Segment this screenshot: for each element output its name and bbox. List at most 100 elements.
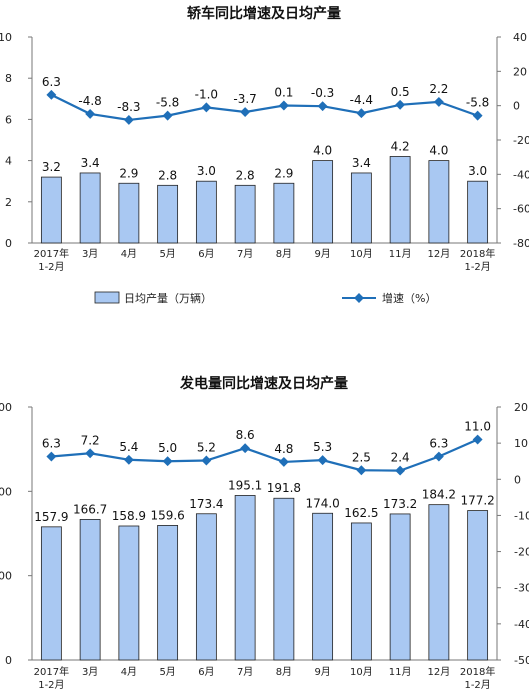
line-value-label: -5.8 — [156, 96, 179, 110]
line-value-label: 2.2 — [429, 82, 448, 96]
x-tick-label-line: 2018年 — [460, 247, 495, 260]
bar-value-label: 166.7 — [73, 502, 107, 516]
line-marker — [123, 454, 134, 465]
left-tick-label: 0 — [5, 654, 12, 667]
legend-line-marker — [354, 293, 364, 303]
line-value-label: 0.1 — [274, 85, 293, 99]
left-tick-label: 300 — [0, 401, 12, 414]
x-tick-label-line: 4月 — [121, 248, 137, 260]
bar-value-label: 3.0 — [468, 164, 487, 178]
x-tick-label: 2017年 1-2月 — [34, 665, 69, 691]
x-tick-label: 11月 — [389, 666, 412, 678]
bar-value-label: 158.9 — [112, 509, 146, 523]
car-production-chart: 轿车同比增速及日均产量 0 2 4 6 8 10 -80 -60 -40 -20 0 20 40 2017年… — [0, 5, 529, 305]
right-tick-label: -10 — [514, 509, 529, 522]
line-value-label: 6.3 — [42, 437, 61, 451]
x-tick-label-line: 9月 — [314, 248, 330, 260]
right-tick-label: -40 — [513, 168, 529, 181]
legend-bar-label: 日均产量（万辆） — [124, 291, 212, 305]
line-marker — [278, 100, 289, 111]
line-marker — [433, 96, 444, 107]
line-marker — [201, 102, 212, 113]
bar — [273, 182, 295, 244]
x-tick-label: 9月 — [314, 248, 330, 260]
x-tick-label: 4月 — [121, 248, 137, 260]
bar — [118, 182, 140, 244]
chart-title: 发电量同比增速及日均产量 — [179, 375, 348, 392]
bar-value-label: 2.9 — [274, 166, 293, 180]
x-tick-label: 5月 — [159, 248, 175, 260]
bar — [389, 513, 411, 661]
bar-value-label: 159.6 — [150, 508, 184, 522]
line-marker — [317, 455, 328, 466]
x-tick-label-line: 12月 — [428, 666, 451, 678]
chart-title: 轿车同比增速及日均产量 — [187, 5, 341, 22]
bar-value-label: 3.0 — [197, 164, 216, 178]
x-tick-label-line: 1-2月 — [38, 679, 64, 691]
line-value-label: 5.2 — [197, 440, 216, 454]
left-tick-label: 0 — [5, 237, 12, 250]
line-value-label: 6.3 — [429, 437, 448, 451]
line-value-label: 8.6 — [236, 428, 255, 442]
line-value-label: 7.2 — [81, 433, 100, 447]
legend-line-label: 增速（%） — [382, 291, 436, 305]
x-tick-label-line: 5月 — [159, 248, 175, 260]
x-tick-label: 5月 — [159, 666, 175, 678]
growth-line — [50, 93, 478, 122]
right-tick-label: -20 — [513, 134, 529, 147]
right-tick-label: 0 — [513, 100, 520, 113]
right-tick-label: 20 — [513, 65, 527, 78]
bar-value-label: 3.2 — [42, 160, 61, 174]
line-marker — [240, 107, 251, 117]
x-tick-label-line: 1-2月 — [464, 679, 490, 691]
x-tick-label: 4月 — [121, 666, 137, 678]
line-marker — [433, 451, 444, 462]
line-marker — [395, 465, 406, 476]
x-tick-label-line: 10月 — [350, 666, 373, 678]
bar-value-label: 2.8 — [158, 168, 177, 182]
x-tick-label: 8月 — [276, 248, 292, 260]
bar — [273, 497, 295, 661]
x-tick-label: 2018年 1-2月 — [460, 247, 495, 273]
line-marker — [46, 89, 57, 100]
x-tick-label-line: 8月 — [276, 248, 292, 260]
right-tick-label: 40 — [513, 31, 527, 44]
line-value-label: -4.4 — [350, 93, 373, 107]
left-tick-label: 4 — [5, 155, 12, 168]
bar — [157, 525, 179, 661]
right-tick-label: -40 — [514, 618, 529, 631]
x-tick-label: 6月 — [198, 248, 214, 260]
line-value-label: 5.3 — [313, 440, 332, 454]
x-tick-label-line: 11月 — [389, 666, 412, 678]
line-value-label: -8.3 — [117, 100, 140, 114]
x-tick-label-line: 8月 — [276, 666, 292, 678]
line-marker — [201, 455, 212, 466]
bar — [389, 156, 411, 244]
bar — [467, 180, 489, 244]
x-tick-label-line: 2017年 — [34, 247, 69, 260]
right-tick-label: -80 — [513, 237, 529, 250]
line-marker — [46, 451, 57, 462]
bar-value-label: 174.0 — [305, 496, 339, 510]
x-tick-label-line: 3月 — [82, 666, 98, 678]
bar — [467, 510, 489, 661]
right-tick-label: 10 — [514, 437, 528, 450]
bar-value-label: 4.2 — [391, 139, 410, 153]
line-value-label: -3.7 — [233, 92, 256, 106]
left-tick-label: 6 — [5, 113, 12, 126]
line-marker — [162, 456, 173, 467]
x-tick-label: 3月 — [82, 666, 98, 678]
bar — [350, 172, 372, 244]
bar-value-label: 4.0 — [429, 144, 448, 158]
line-marker — [317, 101, 328, 112]
bar — [428, 160, 450, 244]
x-tick-label: 7月 — [237, 666, 253, 678]
x-tick-label: 10月 — [350, 248, 373, 260]
line-marker — [85, 108, 96, 119]
bar — [428, 504, 450, 661]
bar-value-label: 191.8 — [267, 481, 301, 495]
x-tick-label: 12月 — [428, 248, 451, 260]
x-tick-label-line: 11月 — [389, 248, 412, 260]
line-value-label: -5.8 — [466, 96, 489, 110]
x-tick-label-line: 6月 — [198, 666, 214, 678]
